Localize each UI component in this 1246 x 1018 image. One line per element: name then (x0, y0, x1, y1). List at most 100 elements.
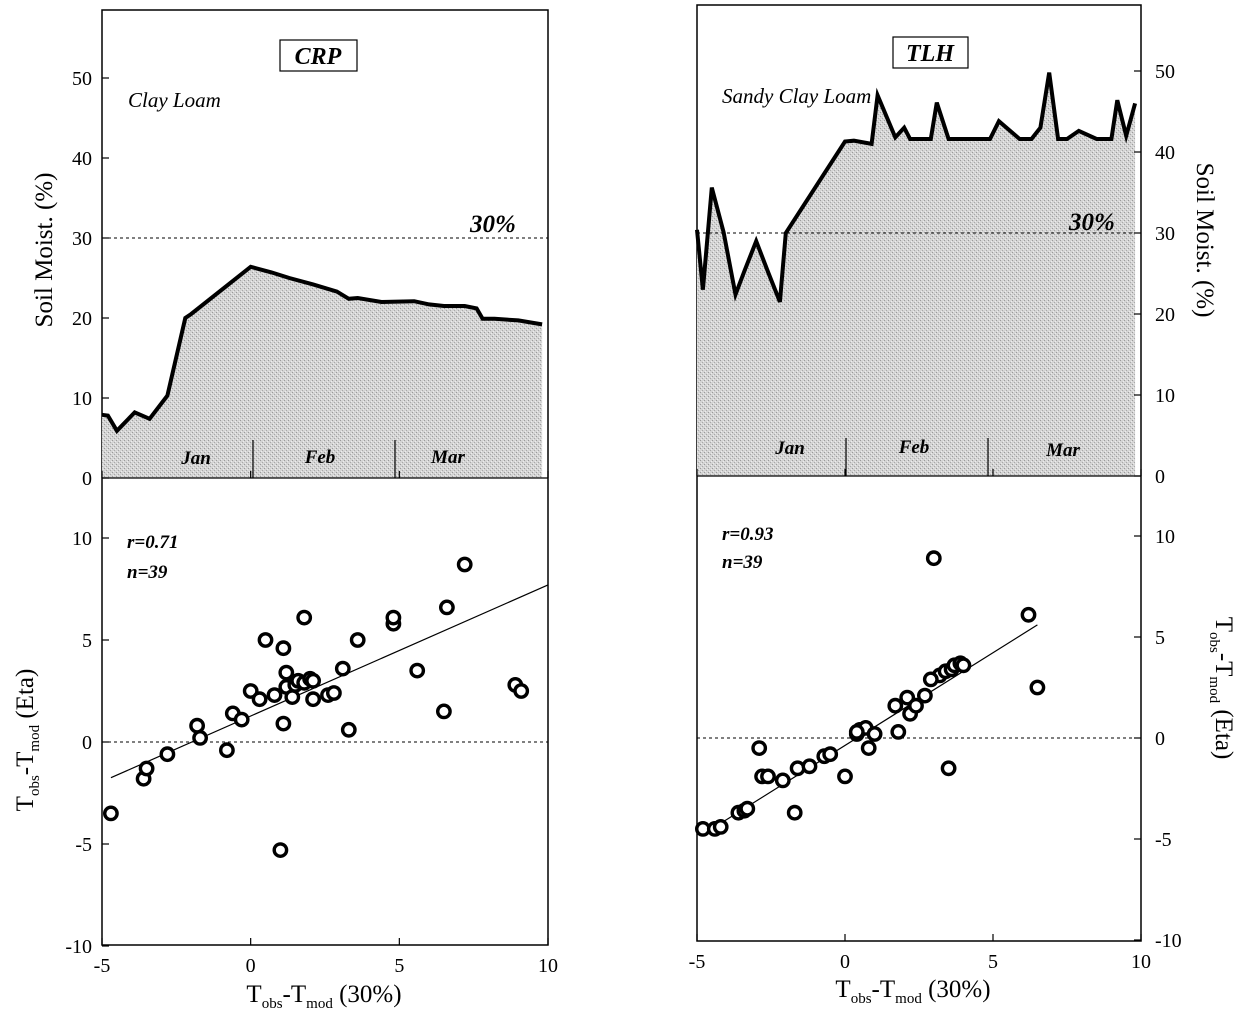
tlh-r-annotation: r=0.93 (722, 524, 773, 545)
tlh-moisture-y-tick-label: 20 (1155, 304, 1175, 326)
crp-r-annotation: r=0.71 (127, 532, 178, 553)
tlh-n-annotation: n=39 (722, 552, 763, 573)
crp-data-point (385, 609, 402, 626)
crp-data-point (305, 672, 321, 689)
crp-data-point (251, 691, 268, 708)
tlh-scatter-y-tick-label: 5 (1155, 627, 1165, 649)
tlh-site-label: TLH (906, 41, 955, 67)
tlh-scatter-plot: -10 -5 0 5 10 -5 0 5 10 (689, 469, 1182, 973)
tlh-data-point (866, 726, 883, 742)
tlh-data-point (922, 671, 939, 688)
tlh-data-point (751, 740, 768, 756)
crp-data-point (218, 742, 235, 759)
crp-data-point (272, 842, 289, 858)
crp-month-jan: Jan (180, 448, 211, 469)
crp-data-point (103, 805, 119, 822)
tlh-data-point (917, 687, 933, 704)
tlh-data-point (890, 724, 907, 740)
crp-data-point (305, 691, 321, 708)
crp-data-point (189, 717, 206, 734)
tlh-data-point (925, 550, 942, 567)
crp-moisture-area (102, 266, 543, 478)
crp-data-point (340, 721, 357, 738)
crp-scatter-y-tick-label: -10 (65, 936, 92, 958)
crp-regression-line (110, 584, 549, 779)
crp-data-point (456, 556, 473, 573)
tlh-moisture-y-label: Soil Moist. (%) (1191, 163, 1218, 318)
tlh-soil-moisture-plot: 0 10 20 30 40 50 (695, 61, 1175, 488)
tlh-moisture-area (697, 72, 1136, 476)
crp-data-point (409, 662, 426, 679)
tlh-data-point (822, 746, 839, 763)
tlh-scatter-y-tick-label: 10 (1155, 526, 1175, 548)
tlh-scatter-y-label: Tobs-Tmod (Eta) (1206, 617, 1237, 760)
tlh-moisture-y-tick-label: 10 (1155, 385, 1175, 407)
tlh-scatter-y-tick-label: -5 (1155, 829, 1172, 851)
tlh-data-point (940, 760, 957, 777)
crp-data-point (513, 683, 530, 699)
tlh-x-label: Tobs-Tmod (30%) (835, 976, 990, 1007)
crp-threshold-label: 30% (469, 211, 516, 238)
tlh-site-label-box (892, 36, 969, 69)
crp-moisture-y-tick-label: 20 (72, 308, 92, 330)
crp-data-point (284, 689, 301, 705)
tlh-moisture-y-tick-label: 30 (1155, 223, 1175, 245)
crp-x-tick-label: -5 (94, 955, 111, 977)
crp-moisture-y-tick-label: 40 (72, 148, 92, 170)
crp-data-point (349, 632, 366, 648)
crp-moisture-y-tick-label: 0 (82, 468, 92, 490)
tlh-data-point (860, 740, 877, 756)
crp-n-annotation: n=39 (127, 562, 168, 583)
crp-data-point (257, 632, 274, 648)
tlh-data-point (739, 800, 756, 817)
crp-month-feb: Feb (304, 447, 336, 468)
crp-moisture-y-tick-label: 50 (72, 68, 92, 90)
tlh-data-point (955, 657, 972, 674)
tlh-x-tick-label: 0 (840, 951, 850, 973)
tlh-data-point (712, 819, 729, 835)
tlh-x-tick-label: -5 (689, 951, 706, 973)
crp-x-tick-label: 5 (394, 955, 404, 977)
tlh-month-feb: Feb (898, 437, 930, 458)
crp-scatter-y-tick-label: 0 (82, 732, 92, 754)
crp-x-tick-label: 0 (246, 955, 256, 977)
crp-soil-moisture-plot: 0 10 20 30 40 50 (72, 68, 548, 490)
tlh-moisture-y-tick-label: 40 (1155, 142, 1175, 164)
crp-data-point (296, 609, 313, 626)
crp-x-tick-label: 10 (538, 955, 558, 977)
tlh-threshold-label: 30% (1068, 209, 1115, 236)
tlh-month-jan: Jan (774, 438, 805, 459)
tlh-moisture-line (695, 72, 1138, 303)
crp-soil-type: Clay Loam (128, 88, 221, 112)
crp-moisture-y-tick-label: 10 (72, 388, 92, 410)
crp-x-label: Tobs-Tmod (30%) (246, 981, 401, 1012)
tlh-data-point (1020, 606, 1037, 623)
tlh-moisture-y-tick-label: 50 (1155, 61, 1175, 83)
crp-data-point (266, 687, 283, 703)
tlh-scatter-y-tick-label: 0 (1155, 728, 1165, 750)
crp-month-mar: Mar (430, 447, 465, 468)
tlh-data-point (760, 768, 776, 785)
crp-data-point (138, 760, 155, 777)
crp-data-point (159, 746, 176, 763)
tlh-moisture-y-tick-label: 0 (1155, 466, 1165, 488)
tlh-column: 0 10 20 30 40 50 -10 -5 0 5 10 -5 0 5 10 TLH Sandy Cl… (689, 4, 1237, 1007)
crp-data-point (435, 703, 452, 720)
crp-site-label-box (279, 39, 358, 72)
tlh-data-point (837, 768, 853, 785)
crp-data-point (275, 640, 292, 657)
crp-site-label: CRP (295, 44, 342, 70)
tlh-data-point (774, 772, 791, 789)
crp-scatter-y-label: Tobs-Tmod (Eta) (12, 669, 43, 812)
crp-scatter-y-tick-label: 10 (72, 528, 92, 550)
tlh-x-tick-label: 10 (1131, 951, 1151, 973)
tlh-data-point (908, 697, 924, 714)
crp-data-point (233, 711, 250, 728)
crp-data-point (192, 730, 209, 746)
crp-data-point (278, 664, 295, 681)
tlh-data-point (801, 758, 818, 775)
crp-data-point (325, 685, 342, 701)
